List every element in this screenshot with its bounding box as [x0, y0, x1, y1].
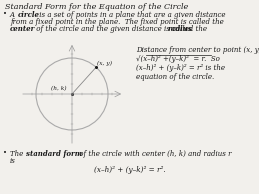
- Text: √(x–h)² +(y–k)²  = r.  So: √(x–h)² +(y–k)² = r. So: [136, 55, 220, 63]
- Text: is: is: [10, 157, 16, 165]
- Text: standard form: standard form: [26, 150, 82, 158]
- Text: (x–h)² + (y–k)² = r² is the: (x–h)² + (y–k)² = r² is the: [136, 64, 225, 72]
- Text: from a fixed point in the plane.  The fixed point is called the: from a fixed point in the plane. The fix…: [10, 18, 224, 26]
- Text: •: •: [3, 11, 7, 17]
- Text: Standard Form for the Equation of the Circle: Standard Form for the Equation of the Ci…: [5, 3, 188, 11]
- Text: The: The: [10, 150, 25, 158]
- Text: equation of the circle.: equation of the circle.: [136, 73, 214, 81]
- Text: center: center: [10, 25, 35, 33]
- Text: •: •: [3, 150, 7, 156]
- Text: A: A: [10, 11, 17, 19]
- Text: .: .: [190, 25, 192, 33]
- Text: radius: radius: [168, 25, 193, 33]
- Text: circle: circle: [18, 11, 40, 19]
- Text: (x–h)² + (y–k)² = r².: (x–h)² + (y–k)² = r².: [94, 166, 166, 174]
- Text: of the circle with center (h, k) and radius r: of the circle with center (h, k) and rad…: [77, 150, 232, 158]
- Text: is a set of points in a plane that are a given distance: is a set of points in a plane that are a…: [37, 11, 226, 19]
- Text: of the circle and the given distance is called the: of the circle and the given distance is …: [34, 25, 209, 33]
- Text: Distance from center to point (x, y) =: Distance from center to point (x, y) =: [136, 46, 259, 54]
- Text: (h, k): (h, k): [51, 86, 67, 91]
- Text: (x, y): (x, y): [97, 61, 112, 66]
